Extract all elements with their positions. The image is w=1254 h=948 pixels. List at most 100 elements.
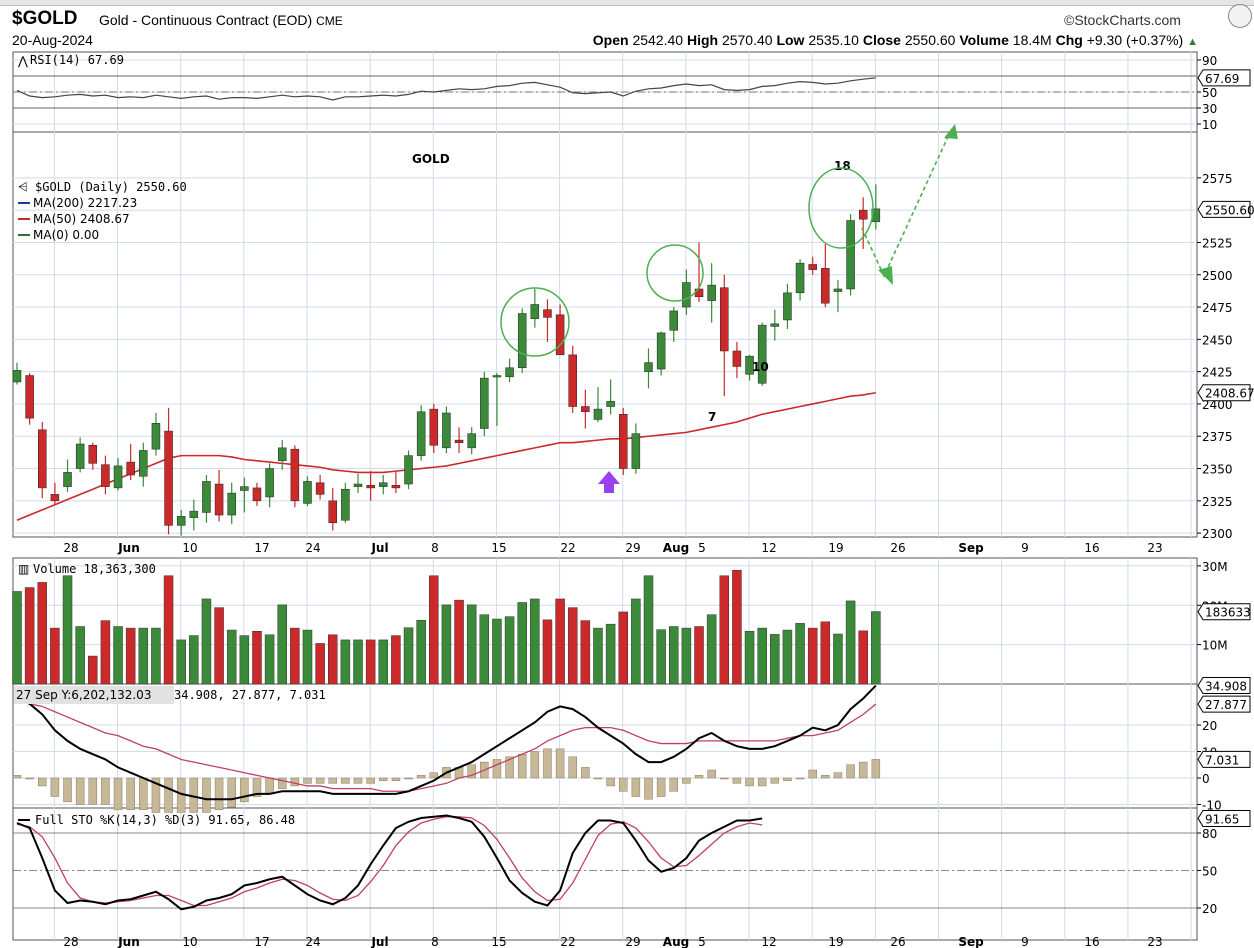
- volume-bar: [50, 627, 60, 685]
- volume-bar: [365, 639, 376, 685]
- x-tick-label: 9: [1021, 541, 1029, 555]
- open-value: 2542.40: [632, 32, 684, 48]
- macd-histogram-bar: [113, 777, 123, 811]
- wave-label-10: 10: [752, 360, 769, 374]
- candle-body: [644, 362, 653, 372]
- ma50-current: 2408.67: [1205, 387, 1254, 401]
- volume-bar: [12, 591, 22, 685]
- volume-bar: [605, 623, 616, 685]
- macd-histogram-bar: [833, 772, 843, 779]
- volume-bar: [833, 633, 843, 685]
- candle-body: [454, 439, 464, 443]
- volume-bar: [845, 600, 856, 685]
- macd-label: 34.908, 27.877, 7.031: [174, 688, 326, 702]
- macd-histogram-bar: [277, 777, 287, 789]
- volume-bar: [454, 599, 464, 685]
- volume-current-tag-box: [1197, 603, 1251, 621]
- rsi-icon: ⋀: [17, 54, 28, 68]
- volume-bar: [353, 639, 363, 685]
- candle-body: [88, 445, 98, 464]
- volume-bar: [151, 627, 161, 685]
- macd-histogram-bar: [656, 777, 666, 797]
- rsi-current: 67.69: [1205, 72, 1239, 86]
- candle-body: [656, 332, 666, 370]
- volume-bar: [226, 629, 237, 685]
- price-tick-label: 2525: [1202, 236, 1233, 250]
- sto-current-tag-box: [1197, 809, 1251, 827]
- macd-histogram-bar: [63, 777, 72, 803]
- candle-body: [227, 492, 236, 516]
- x-tick-label: 16: [1084, 541, 1099, 555]
- volume-bar: [24, 587, 35, 685]
- settings-icon[interactable]: [1228, 4, 1252, 28]
- sto-d-line: [16, 816, 763, 907]
- change-label: Chg: [1055, 32, 1083, 48]
- candle-body: [404, 455, 413, 485]
- price-tick-label: 2475: [1202, 301, 1233, 315]
- sto-current: 91.65: [1205, 812, 1239, 826]
- volume-bar: [669, 626, 679, 685]
- ma0-label: MA(0) 0.00: [33, 228, 99, 242]
- x-tick-label: Jul: [370, 541, 388, 555]
- candle-body: [682, 282, 691, 308]
- candle-body: [467, 433, 476, 449]
- x-tick-label: 28: [63, 541, 78, 555]
- candle-body: [328, 500, 337, 524]
- volume-bar: [504, 616, 515, 685]
- macd-histogram-bar: [720, 777, 729, 780]
- macd-histogram-bar: [871, 759, 881, 779]
- candle-body: [669, 310, 679, 331]
- macd-histogram-bar: [846, 764, 855, 779]
- high-label: High: [686, 32, 719, 48]
- x-tick-label-bottom: 10: [182, 935, 197, 948]
- macd-histogram-bar: [631, 777, 641, 797]
- rsi-line: [16, 77, 876, 101]
- volume-bar: [290, 627, 300, 685]
- macd-histogram-bar: [12, 775, 22, 779]
- volume-bar: [593, 627, 603, 685]
- low-label: Low: [776, 32, 805, 48]
- volume-bar: [378, 639, 389, 685]
- macd-histogram-bar: [101, 777, 110, 805]
- x-tick-label-bottom: 9: [1021, 935, 1029, 948]
- volume-bar: [340, 639, 351, 685]
- brand-watermark[interactable]: ©StockCharts.com: [1064, 12, 1181, 28]
- candle-body: [480, 377, 489, 429]
- candle-body: [707, 284, 716, 301]
- volume-bar: [618, 611, 628, 685]
- candle-body: [555, 314, 565, 356]
- volume-bar: [530, 598, 540, 685]
- volume-bar: [542, 619, 553, 685]
- close-value: 2550.60: [904, 32, 956, 48]
- price-tick-label: 2500: [1202, 269, 1233, 283]
- low-value: 2535.10: [808, 32, 859, 48]
- volume-bar: [479, 614, 490, 685]
- macd-histogram-bar: [606, 777, 615, 787]
- volume-bar: [441, 604, 452, 685]
- x-tick-label-bottom: Aug: [663, 935, 689, 948]
- candle-body: [517, 313, 527, 369]
- price-tick-label: 2325: [1202, 495, 1233, 509]
- volume-bar: [302, 629, 313, 685]
- ma50-label: MA(50) 2408.67: [33, 212, 130, 226]
- close-label: Close: [862, 32, 901, 48]
- exchange-label: CME: [316, 14, 343, 28]
- candle-body: [12, 370, 22, 383]
- volume-bar: [113, 626, 123, 685]
- rsi-current-tag-box: [1197, 69, 1251, 87]
- ma200-label: MA(200) 2217.23: [33, 196, 137, 210]
- volume-bar: [214, 607, 224, 685]
- volume-bar: [138, 627, 149, 685]
- volume-bar: [100, 620, 111, 685]
- candle-body: [821, 268, 830, 304]
- volume-bar: [62, 575, 73, 685]
- volume-bar: [315, 643, 325, 685]
- sto-tick-label: 50: [1202, 865, 1217, 879]
- candle-body: [252, 487, 262, 502]
- macd-histogram-bar: [505, 756, 514, 779]
- price-label: $GOLD (Daily) 2550.60: [35, 180, 187, 194]
- macd-tick-label: -10: [1202, 799, 1222, 813]
- volume-bar: [391, 635, 401, 685]
- macd-tick-label: 0: [1202, 772, 1210, 786]
